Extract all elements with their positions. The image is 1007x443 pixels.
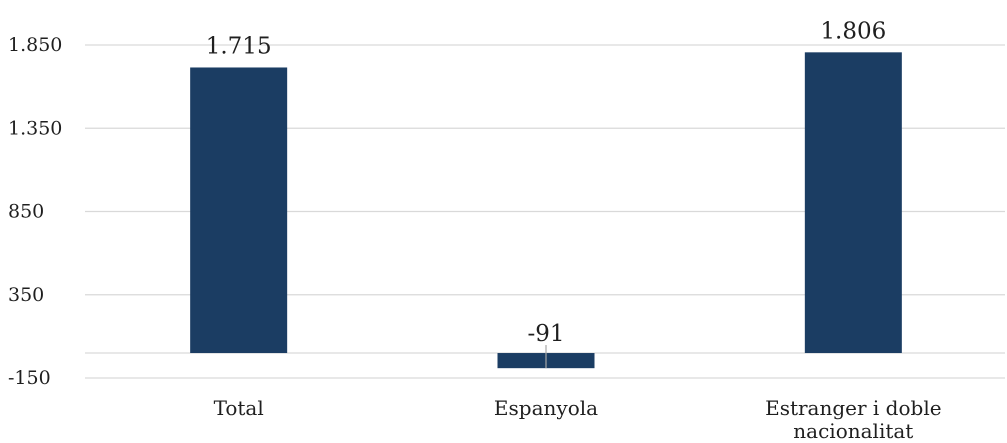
bar-2 — [804, 52, 902, 354]
data-label-2: 1.806 — [820, 18, 886, 44]
category-label-2-line-0: Estranger i doble — [765, 396, 941, 420]
category-label-2-line-1: nacionalitat — [793, 419, 913, 443]
y-tick-label-3: 1.350 — [8, 117, 62, 139]
y-axis-tick-labels: -150 350 850 1.350 1.850 — [8, 34, 62, 389]
y-tick-label-1: 350 — [8, 284, 44, 306]
y-tick-label-4: 1.850 — [8, 34, 62, 56]
category-label-0: Total — [214, 396, 264, 420]
data-label-0: 1.715 — [206, 33, 272, 59]
y-tick-label-2: 850 — [8, 201, 44, 223]
y-tick-label-0: -150 — [8, 367, 51, 389]
data-label-1: -91 — [527, 321, 564, 347]
x-axis-category-labels: Total Espanyola Estranger i doblenacionali… — [214, 396, 942, 443]
bar-0 — [190, 67, 288, 354]
bars — [190, 52, 902, 369]
data-labels: 1.715 -91 1.806 — [206, 18, 887, 347]
category-label-1: Espanyola — [494, 396, 598, 420]
